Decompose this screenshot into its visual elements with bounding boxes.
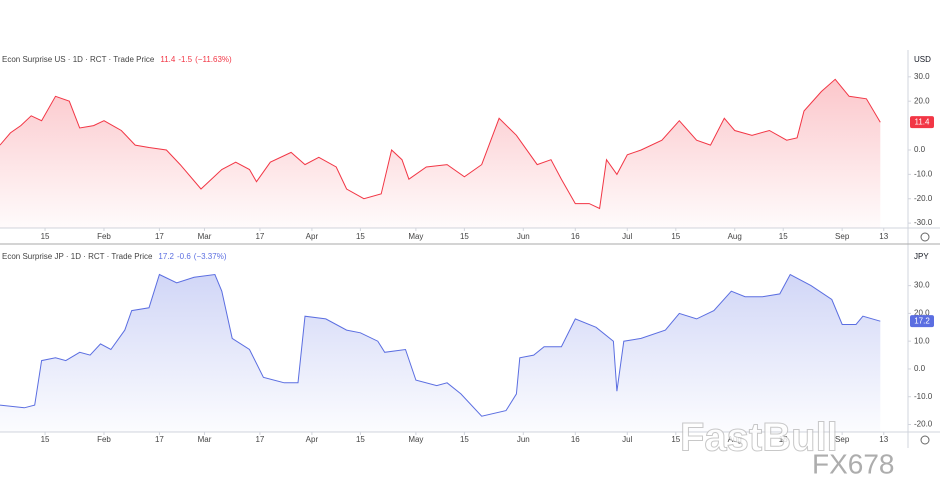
x-tick-label: Jun (517, 435, 530, 444)
legend-last: 17.2 (158, 252, 174, 261)
last-price-badge (910, 315, 934, 328)
legend: Econ Surprise US · 1D · RCT · Trade Pric… (2, 55, 232, 64)
y-tick-label: -20.0 (914, 194, 933, 203)
x-tick-label: 15 (460, 232, 469, 241)
settings-icon[interactable] (920, 435, 930, 445)
legend: Econ Surprise JP · 1D · RCT · Trade Pric… (2, 252, 227, 261)
x-tick-label: Aug (728, 232, 742, 241)
watermark: FX678 (812, 448, 895, 479)
x-tick-label: 15 (356, 232, 365, 241)
x-tick-label: Sep (835, 232, 850, 241)
watermark: FastBull (680, 416, 838, 460)
x-tick-label: 13 (879, 435, 888, 444)
x-tick-label: Jun (517, 232, 530, 241)
x-tick-label: 15 (671, 435, 680, 444)
x-tick-label: 15 (460, 435, 469, 444)
legend-change: -1.5 (178, 55, 192, 64)
legend-title: Econ Surprise US · 1D · RCT · Trade Pric… (2, 55, 155, 64)
y-tick-label: 20.0 (914, 308, 930, 317)
legend-title: Econ Surprise JP · 1D · RCT · Trade Pric… (2, 252, 153, 261)
x-tick-label: 15 (671, 232, 680, 241)
x-tick-label: Aug (728, 435, 742, 444)
x-tick-label: May (408, 435, 423, 444)
x-tick-label: May (408, 232, 423, 241)
x-tick-label: 17 (255, 232, 264, 241)
x-tick-label: 15 (356, 435, 365, 444)
x-tick-label: 15 (41, 232, 50, 241)
y-tick-label: -10.0 (914, 169, 933, 178)
x-tick-label: Apr (306, 232, 319, 241)
legend-last: 11.4 (160, 55, 176, 64)
x-tick-label: 13 (879, 232, 888, 241)
y-tick-label: 30.0 (914, 72, 930, 81)
y-tick-label: -30.0 (914, 218, 933, 227)
last-price-label: 17.2 (914, 316, 930, 325)
line (0, 78, 881, 210)
legend-change-pct: (−11.63%) (195, 55, 232, 64)
y-tick-label: 10.0 (914, 336, 930, 345)
y-tick-label: 0.0 (914, 145, 926, 154)
legend-change-pct: (−3.37%) (194, 252, 227, 261)
y-tick-label: 30.0 (914, 281, 930, 290)
x-tick-label: Sep (835, 435, 850, 444)
x-tick-label: Mar (198, 232, 212, 241)
y-tick-label: 0.0 (914, 364, 926, 373)
area-fill (0, 79, 881, 228)
x-tick-label: Jul (622, 435, 632, 444)
settings-icon[interactable] (920, 232, 930, 242)
y-tick-label: 20.0 (914, 96, 930, 105)
x-tick-label: 17 (155, 435, 164, 444)
legend-change: -0.6 (177, 252, 191, 261)
line (0, 273, 881, 417)
x-tick-label: 17 (155, 232, 164, 241)
x-tick-label: 17 (255, 435, 264, 444)
x-tick-label: Jul (622, 232, 632, 241)
y-tick-label: -20.0 (914, 420, 933, 429)
last-price-badge (910, 116, 934, 129)
x-tick-label: Apr (306, 435, 319, 444)
last-price-label: 11.4 (915, 117, 931, 126)
currency: JPY (914, 252, 929, 261)
x-tick-label: Mar (198, 435, 212, 444)
x-tick-label: Feb (97, 435, 111, 444)
x-tick-label: 15 (779, 232, 788, 241)
area-fill (0, 274, 881, 432)
currency: USD (914, 55, 931, 64)
x-tick-label: 15 (779, 435, 788, 444)
x-tick-label: 15 (41, 435, 50, 444)
x-tick-label: 16 (571, 232, 580, 241)
x-tick-label: Feb (97, 232, 111, 241)
x-tick-label: 16 (571, 435, 580, 444)
y-tick-label: -10.0 (914, 392, 933, 401)
